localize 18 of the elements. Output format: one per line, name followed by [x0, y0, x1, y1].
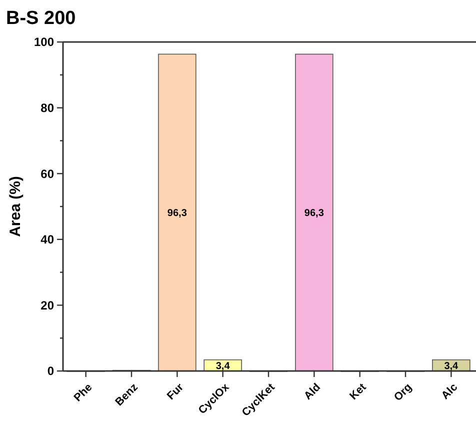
data-label: 96,3: [167, 208, 188, 220]
x-tick-label: Ald: [302, 381, 324, 402]
y-axis-title: Area (%): [7, 176, 24, 237]
y-tick-label: 40: [40, 232, 54, 247]
x-tick-label: Ket: [348, 381, 369, 402]
x-tick-label: Phe: [72, 381, 95, 404]
y-tick-label: 0: [47, 364, 54, 378]
chart-title: B-S 200: [6, 8, 76, 29]
data-label: 3,4: [444, 360, 459, 372]
y-tick-label: 20: [40, 298, 54, 312]
x-tick-label: Fur: [164, 380, 187, 402]
y-tick-label: 100: [34, 35, 54, 50]
y-tick-label: 60: [40, 166, 54, 181]
y-tick-label: 80: [40, 101, 54, 115]
data-label: 3,4: [216, 360, 230, 372]
data-label: 96,3: [304, 208, 324, 220]
x-tick-label: Alc: [439, 381, 460, 402]
x-tick-label: Org: [392, 381, 414, 404]
